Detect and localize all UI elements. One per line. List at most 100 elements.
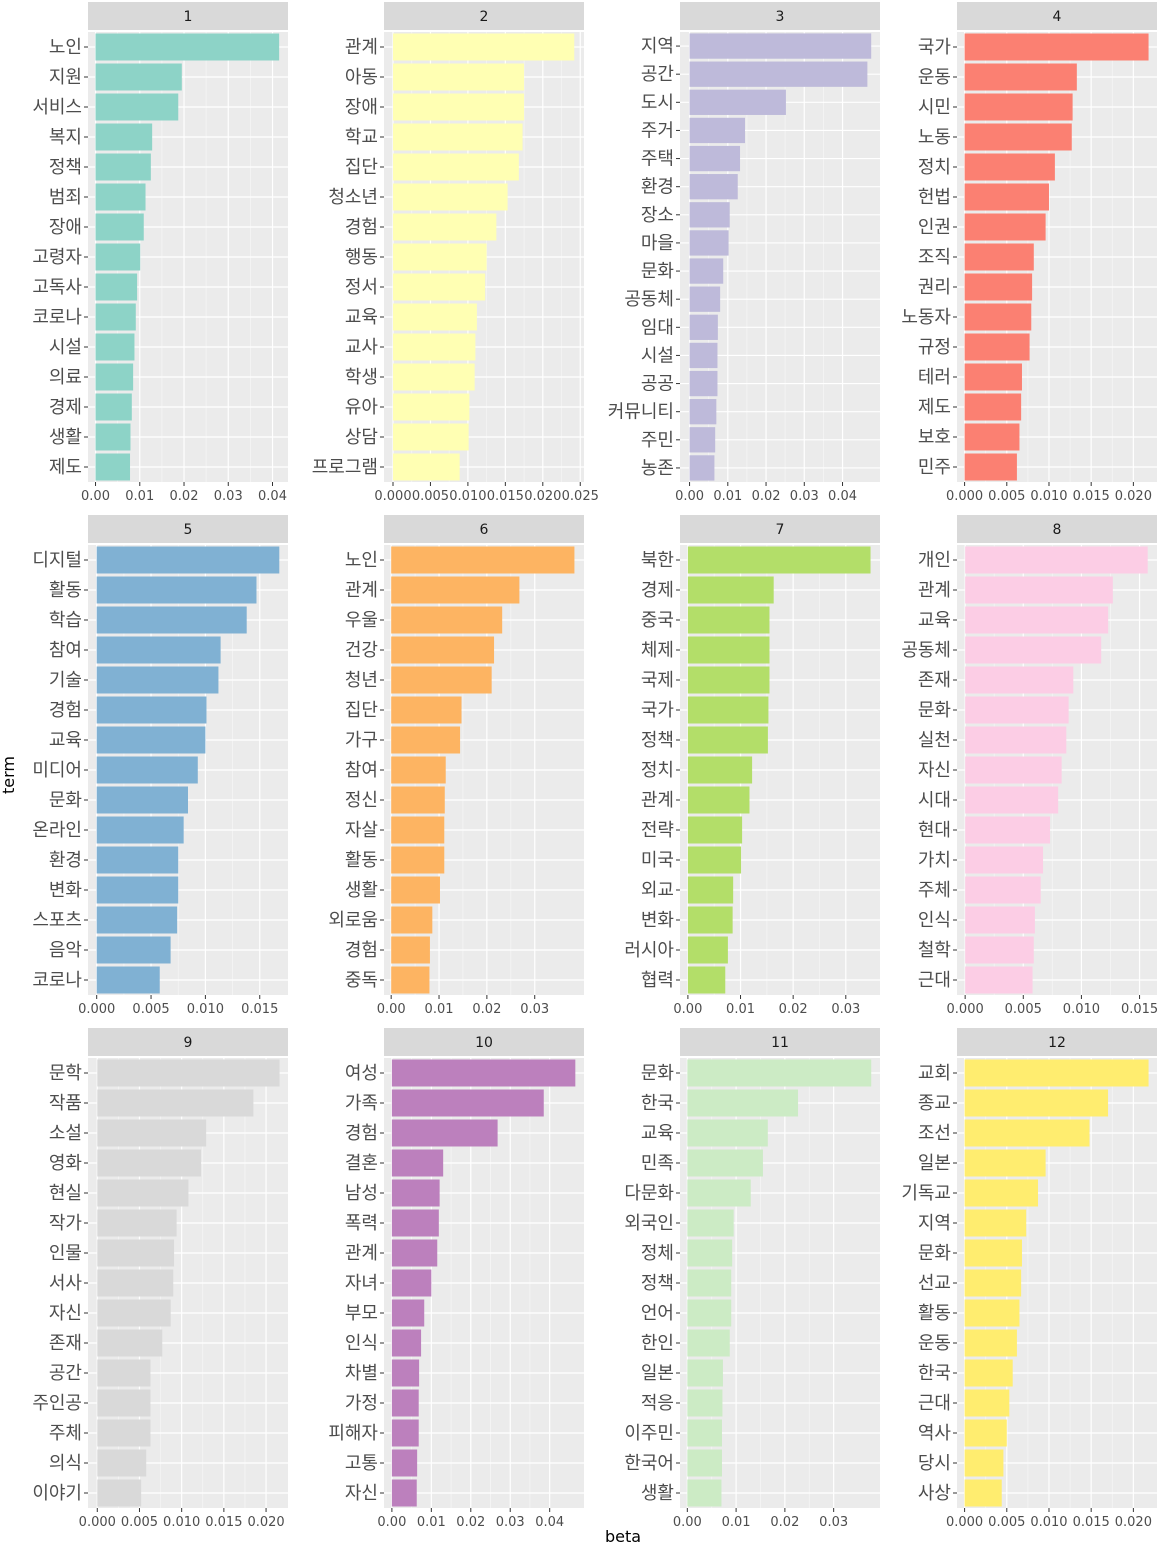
bar [96,756,198,784]
bar [964,1239,1022,1267]
term-label: 중국 [641,610,674,631]
x-tick-label: 0.01 [713,489,742,504]
term-label: 미디어 [32,760,82,781]
x-tick-label: 0.03 [790,489,819,504]
term-label: 영화 [49,1153,82,1174]
bar [97,1239,175,1267]
bar [965,606,1109,634]
facet-panel-4: 4 0.000 0.005 0.010 0.015 0.020 국가운동시민노동정치헌법인권… [901,2,1157,504]
term-label: 문화 [918,700,951,721]
bar [391,1389,419,1417]
facet-strip [680,515,880,543]
bar [964,1209,1027,1237]
term-label: 협력 [641,970,674,991]
bar [964,1479,1002,1507]
term-label: 경제 [641,580,674,601]
bar [97,1449,147,1477]
term-label: 다문화 [624,1183,674,1204]
x-tick-label: 0.00 [675,489,704,504]
bar [687,1059,872,1087]
term-label: 스포츠 [32,910,82,931]
term-label: 보호 [918,427,951,448]
bar [391,1149,444,1177]
bar [964,453,1017,481]
bar [95,63,182,91]
term-label: 학교 [345,127,378,148]
term-label: 자신 [918,760,951,781]
term-label: 교사 [345,337,379,358]
x-tick-label: 0.005 [121,1515,158,1530]
bar [391,1209,439,1237]
bar [96,876,179,904]
x-tick-label: 0.000 [947,1002,984,1017]
term-label: 마을 [641,233,674,254]
x-tick-label: 0.01 [125,489,154,504]
facet-strip-label: 7 [776,522,785,538]
bar [687,1269,732,1297]
bar [97,1389,151,1417]
x-tick-label: 0.03 [214,489,243,504]
term-label: 환경 [49,850,82,871]
bar [689,33,872,59]
term-label: 노동 [918,127,951,148]
term-label: 관계 [345,1243,378,1264]
bar [95,243,141,271]
x-tick-label: 0.000 [374,489,411,504]
x-tick-label: 0.015 [1073,1515,1110,1530]
term-label: 철학 [918,940,951,961]
x-tick-label: 0.000 [78,1002,115,1017]
term-label: 일본 [641,1363,674,1384]
term-label: 한인 [641,1333,674,1354]
term-label: 행동 [345,247,378,268]
bar [392,33,575,61]
facet-panel-9: 9 0.000 0.005 0.010 0.015 0.020 문학작품소설영화현실작가인물… [32,1028,288,1530]
term-label: 코로나 [32,970,82,991]
bar [391,546,575,574]
bar [689,202,730,228]
term-label: 시설 [49,337,82,358]
bar [391,1419,419,1447]
bar [391,1359,420,1387]
bar [689,314,718,340]
bar [965,546,1148,574]
bar [391,1089,544,1117]
term-label: 정책 [49,157,82,178]
bar [965,756,1062,784]
x-tick-label: 0.010 [1030,489,1067,504]
bar [687,1119,768,1147]
x-tick-label: 0.000 [79,1515,116,1530]
bar [95,303,136,331]
term-label: 노인 [49,37,82,58]
bar [391,576,520,604]
bar [391,1269,432,1297]
x-tick-label: 0.03 [520,1002,549,1017]
term-label: 학습 [49,610,82,631]
facet-panel-6: 6 0.00 0.01 0.02 0.03 노인관계우울건강청년집단가구참여정신자살활동생… [328,515,584,1017]
term-label: 소설 [49,1123,82,1144]
bar [687,876,734,904]
x-tick-label: 0.000 [946,1515,983,1530]
bar [964,183,1049,211]
bar [689,174,738,200]
x-tick-label: 0.005 [988,1515,1025,1530]
term-label: 역사 [918,1423,952,1444]
bar [689,342,718,369]
term-label: 조직 [918,247,951,268]
facet-strip [957,515,1157,543]
term-label: 전략 [641,820,674,841]
term-label: 시민 [918,97,951,118]
bar [965,876,1041,904]
term-label: 고독사 [32,277,82,298]
term-label: 교회 [918,1063,951,1084]
bar [391,1059,576,1087]
facet-strip [957,1028,1157,1056]
bar [97,1269,174,1297]
term-label: 활동 [918,1303,951,1324]
facet-panel-5: 5 0.000 0.005 0.010 0.015 디지털활동학습참여기술경험교육미디어문… [32,515,288,1017]
bar [97,1089,254,1117]
term-label: 개인 [918,550,951,571]
x-tick-label: 0.01 [722,1515,751,1530]
bar [95,213,144,241]
bar [392,363,475,391]
term-label: 제도 [918,397,951,418]
